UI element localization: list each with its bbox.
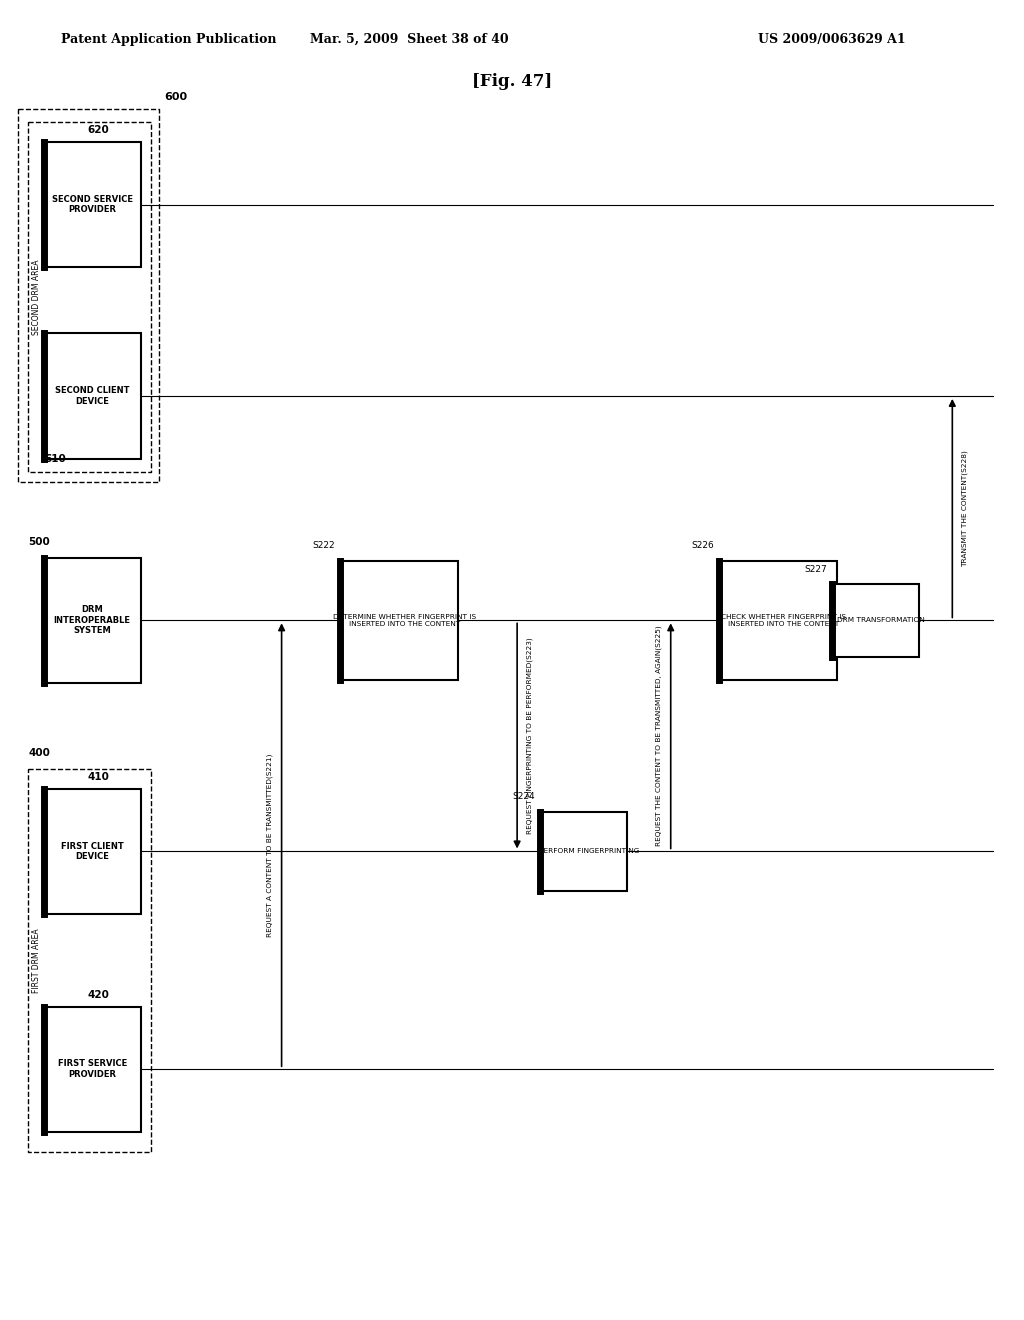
Text: SECOND SERVICE
PROVIDER: SECOND SERVICE PROVIDER: [51, 195, 133, 214]
Text: DRM TRANSFORMATION: DRM TRANSFORMATION: [837, 618, 925, 623]
Text: S227: S227: [804, 565, 827, 573]
FancyBboxPatch shape: [541, 812, 627, 891]
Text: FIRST CLIENT
DEVICE: FIRST CLIENT DEVICE: [60, 842, 124, 861]
Text: 620: 620: [87, 125, 109, 135]
FancyBboxPatch shape: [43, 557, 141, 682]
Text: REQUEST THE CONTENT TO BE TRANSMITTED, AGAIN(S225): REQUEST THE CONTENT TO BE TRANSMITTED, A…: [655, 626, 662, 846]
FancyBboxPatch shape: [719, 561, 838, 680]
Text: S222: S222: [312, 541, 336, 550]
Text: DRM
INTEROPERABLE
SYSTEM: DRM INTEROPERABLE SYSTEM: [53, 606, 131, 635]
FancyBboxPatch shape: [831, 583, 920, 656]
FancyBboxPatch shape: [43, 334, 141, 459]
Text: 500: 500: [28, 537, 50, 546]
FancyBboxPatch shape: [43, 1006, 141, 1131]
Text: DETERMINE WHETHER FINGERPRINT IS
INSERTED INTO THE CONTENT: DETERMINE WHETHER FINGERPRINT IS INSERTE…: [333, 614, 476, 627]
Text: CHECK WHETHER FINGERPRINT IS
INSERTED INTO THE CONTENT: CHECK WHETHER FINGERPRINT IS INSERTED IN…: [721, 614, 846, 627]
Text: FIRST SERVICE
PROVIDER: FIRST SERVICE PROVIDER: [57, 1060, 127, 1078]
Text: 610: 610: [45, 454, 67, 465]
Text: 410: 410: [87, 772, 109, 781]
FancyBboxPatch shape: [340, 561, 459, 680]
Text: Mar. 5, 2009  Sheet 38 of 40: Mar. 5, 2009 Sheet 38 of 40: [310, 33, 509, 46]
Text: 420: 420: [87, 990, 109, 1001]
Text: S226: S226: [691, 541, 715, 550]
Text: REQUEST FINGERPRINTING TO BE PERFORMED(S223): REQUEST FINGERPRINTING TO BE PERFORMED(S…: [526, 638, 532, 834]
Text: PERFORM FINGERPRINTING: PERFORM FINGERPRINTING: [539, 849, 639, 854]
Text: SECOND CLIENT
DEVICE: SECOND CLIENT DEVICE: [55, 387, 129, 405]
Text: REQUEST A CONTENT TO BE TRANSMITTED(S221): REQUEST A CONTENT TO BE TRANSMITTED(S221…: [266, 752, 272, 937]
Text: Patent Application Publication: Patent Application Publication: [61, 33, 276, 46]
Text: [Fig. 47]: [Fig. 47]: [472, 73, 552, 90]
Text: US 2009/0063629 A1: US 2009/0063629 A1: [758, 33, 905, 46]
Text: S224: S224: [512, 792, 535, 801]
Text: TRANSMIT THE CONTENT(S228): TRANSMIT THE CONTENT(S228): [962, 450, 968, 566]
Text: SECOND DRM AREA: SECOND DRM AREA: [33, 259, 41, 335]
Text: 600: 600: [164, 92, 187, 103]
FancyBboxPatch shape: [43, 143, 141, 267]
FancyBboxPatch shape: [43, 789, 141, 913]
Text: FIRST DRM AREA: FIRST DRM AREA: [33, 928, 41, 993]
Text: 400: 400: [28, 748, 50, 758]
